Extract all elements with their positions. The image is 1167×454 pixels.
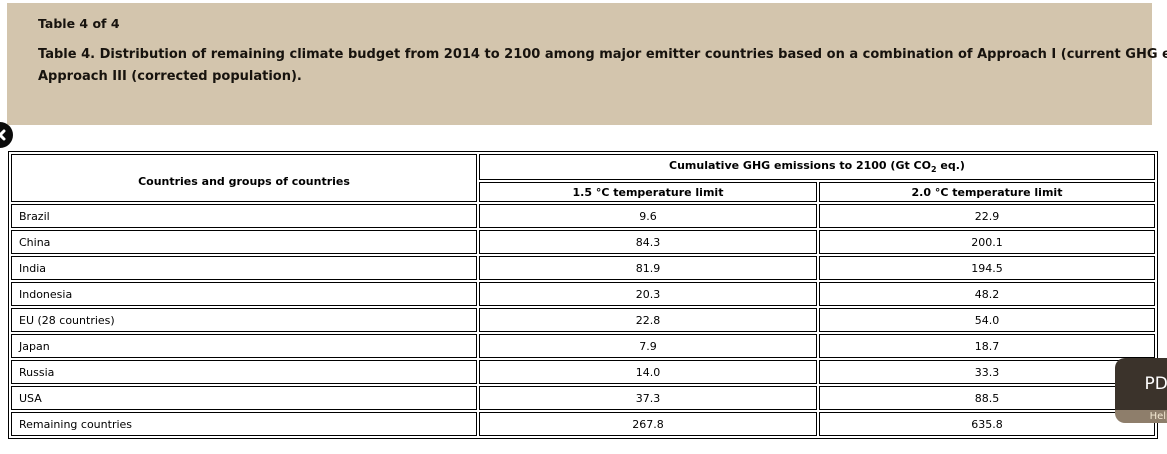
col-header-limit-2-0: 2.0 °C temperature limit (819, 182, 1155, 202)
help-button-label: Help (1149, 411, 1167, 422)
table-caption: Table 4. Distribution of remaining clima… (38, 44, 1167, 88)
value-1-5c: 22.8 (479, 308, 817, 332)
emissions-table-body: Brazil 9.6 22.9 China 84.3 200.1 India 8… (11, 204, 1155, 436)
close-icon (0, 129, 6, 141)
caption-line-1: Table 4. Distribution of remaining clima… (38, 47, 1167, 62)
value-1-5c: 14.0 (479, 360, 817, 384)
country-name: Japan (11, 334, 477, 358)
table-row: USA 37.3 88.5 (11, 386, 1155, 410)
group-header-text: Cumulative GHG emissions to 2100 (Gt CO (669, 159, 931, 173)
emissions-table: Countries and groups of countries Cumula… (8, 151, 1158, 439)
pdf-button-label: PDF (1144, 374, 1167, 394)
value-2-0c: 635.8 (819, 412, 1155, 436)
country-name: Indonesia (11, 282, 477, 306)
help-button[interactable]: Help (1115, 410, 1167, 423)
table-row: India 81.9 194.5 (11, 256, 1155, 280)
pdf-button[interactable]: PDF (1115, 358, 1167, 410)
table-caption-header: Table 4 of 4 Table 4. Distribution of re… (7, 3, 1167, 125)
country-name: EU (28 countries) (11, 308, 477, 332)
country-name: India (11, 256, 477, 280)
table-pagination: Table 4 of 4 (38, 16, 120, 31)
country-name: Russia (11, 360, 477, 384)
table-row: Indonesia 20.3 48.2 (11, 282, 1155, 306)
table-row: China 84.3 200.1 (11, 230, 1155, 254)
table-row: Japan 7.9 18.7 (11, 334, 1155, 358)
country-name: Brazil (11, 204, 477, 228)
group-header-text-end: eq.) (936, 159, 965, 173)
value-2-0c: 54.0 (819, 308, 1155, 332)
value-2-0c: 22.9 (819, 204, 1155, 228)
emissions-table-header: Countries and groups of countries Cumula… (11, 154, 1155, 202)
country-name: USA (11, 386, 477, 410)
value-1-5c: 81.9 (479, 256, 817, 280)
caption-line-2: Approach III (corrected population). (38, 69, 302, 84)
col-header-countries: Countries and groups of countries (11, 154, 477, 202)
country-name: China (11, 230, 477, 254)
co2-subscript: 2 (931, 165, 937, 175)
table-row: Brazil 9.6 22.9 (11, 204, 1155, 228)
value-1-5c: 267.8 (479, 412, 817, 436)
table-row: Remaining countries 267.8 635.8 (11, 412, 1155, 436)
table-row: Russia 14.0 33.3 (11, 360, 1155, 384)
value-2-0c: 200.1 (819, 230, 1155, 254)
value-2-0c: 18.7 (819, 334, 1155, 358)
country-name: Remaining countries (11, 412, 477, 436)
value-2-0c: 48.2 (819, 282, 1155, 306)
close-button[interactable] (0, 122, 13, 148)
value-1-5c: 37.3 (479, 386, 817, 410)
value-1-5c: 9.6 (479, 204, 817, 228)
value-2-0c: 88.5 (819, 386, 1155, 410)
table-row: EU (28 countries) 22.8 54.0 (11, 308, 1155, 332)
value-1-5c: 7.9 (479, 334, 817, 358)
value-2-0c: 33.3 (819, 360, 1155, 384)
value-1-5c: 84.3 (479, 230, 817, 254)
side-panel: PDF Help (1115, 358, 1167, 423)
value-1-5c: 20.3 (479, 282, 817, 306)
col-header-cumulative-ghg: Cumulative GHG emissions to 2100 (Gt CO2… (479, 154, 1155, 180)
value-2-0c: 194.5 (819, 256, 1155, 280)
col-header-limit-1-5: 1.5 °C temperature limit (479, 182, 817, 202)
